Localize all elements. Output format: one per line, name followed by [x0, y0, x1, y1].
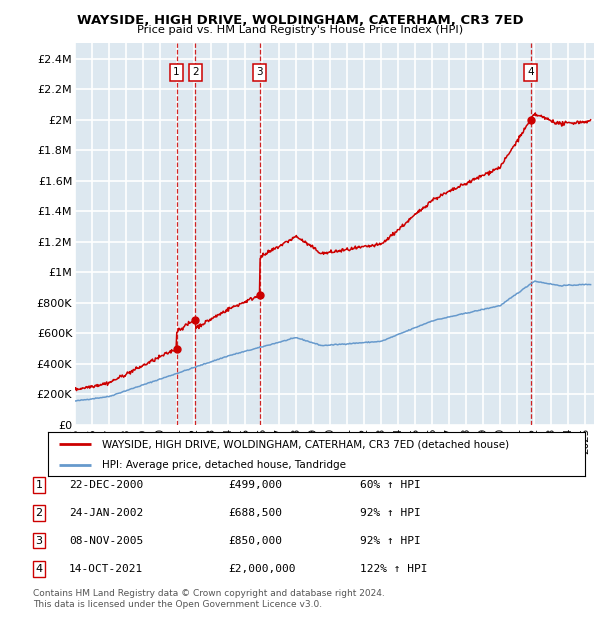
- Text: HPI: Average price, detached house, Tandridge: HPI: Average price, detached house, Tand…: [102, 460, 346, 470]
- Text: £2,000,000: £2,000,000: [228, 564, 296, 574]
- Text: £850,000: £850,000: [228, 536, 282, 546]
- Text: Price paid vs. HM Land Registry's House Price Index (HPI): Price paid vs. HM Land Registry's House …: [137, 25, 463, 35]
- Text: 3: 3: [256, 68, 263, 78]
- Text: £499,000: £499,000: [228, 480, 282, 490]
- Text: 92% ↑ HPI: 92% ↑ HPI: [360, 536, 421, 546]
- Text: 24-JAN-2002: 24-JAN-2002: [69, 508, 143, 518]
- Text: 3: 3: [35, 536, 43, 546]
- Text: WAYSIDE, HIGH DRIVE, WOLDINGHAM, CATERHAM, CR3 7ED: WAYSIDE, HIGH DRIVE, WOLDINGHAM, CATERHA…: [77, 14, 523, 27]
- Text: 2: 2: [192, 68, 199, 78]
- Text: 4: 4: [527, 68, 534, 78]
- Text: This data is licensed under the Open Government Licence v3.0.: This data is licensed under the Open Gov…: [33, 600, 322, 609]
- Text: 92% ↑ HPI: 92% ↑ HPI: [360, 508, 421, 518]
- Text: £688,500: £688,500: [228, 508, 282, 518]
- Text: 14-OCT-2021: 14-OCT-2021: [69, 564, 143, 574]
- Text: 4: 4: [35, 564, 43, 574]
- Text: 60% ↑ HPI: 60% ↑ HPI: [360, 480, 421, 490]
- Text: 2: 2: [35, 508, 43, 518]
- Text: 22-DEC-2000: 22-DEC-2000: [69, 480, 143, 490]
- Text: 08-NOV-2005: 08-NOV-2005: [69, 536, 143, 546]
- Text: Contains HM Land Registry data © Crown copyright and database right 2024.: Contains HM Land Registry data © Crown c…: [33, 588, 385, 598]
- Text: 122% ↑ HPI: 122% ↑ HPI: [360, 564, 427, 574]
- Text: 1: 1: [173, 68, 180, 78]
- Text: 1: 1: [35, 480, 43, 490]
- Text: WAYSIDE, HIGH DRIVE, WOLDINGHAM, CATERHAM, CR3 7ED (detached house): WAYSIDE, HIGH DRIVE, WOLDINGHAM, CATERHA…: [102, 439, 509, 449]
